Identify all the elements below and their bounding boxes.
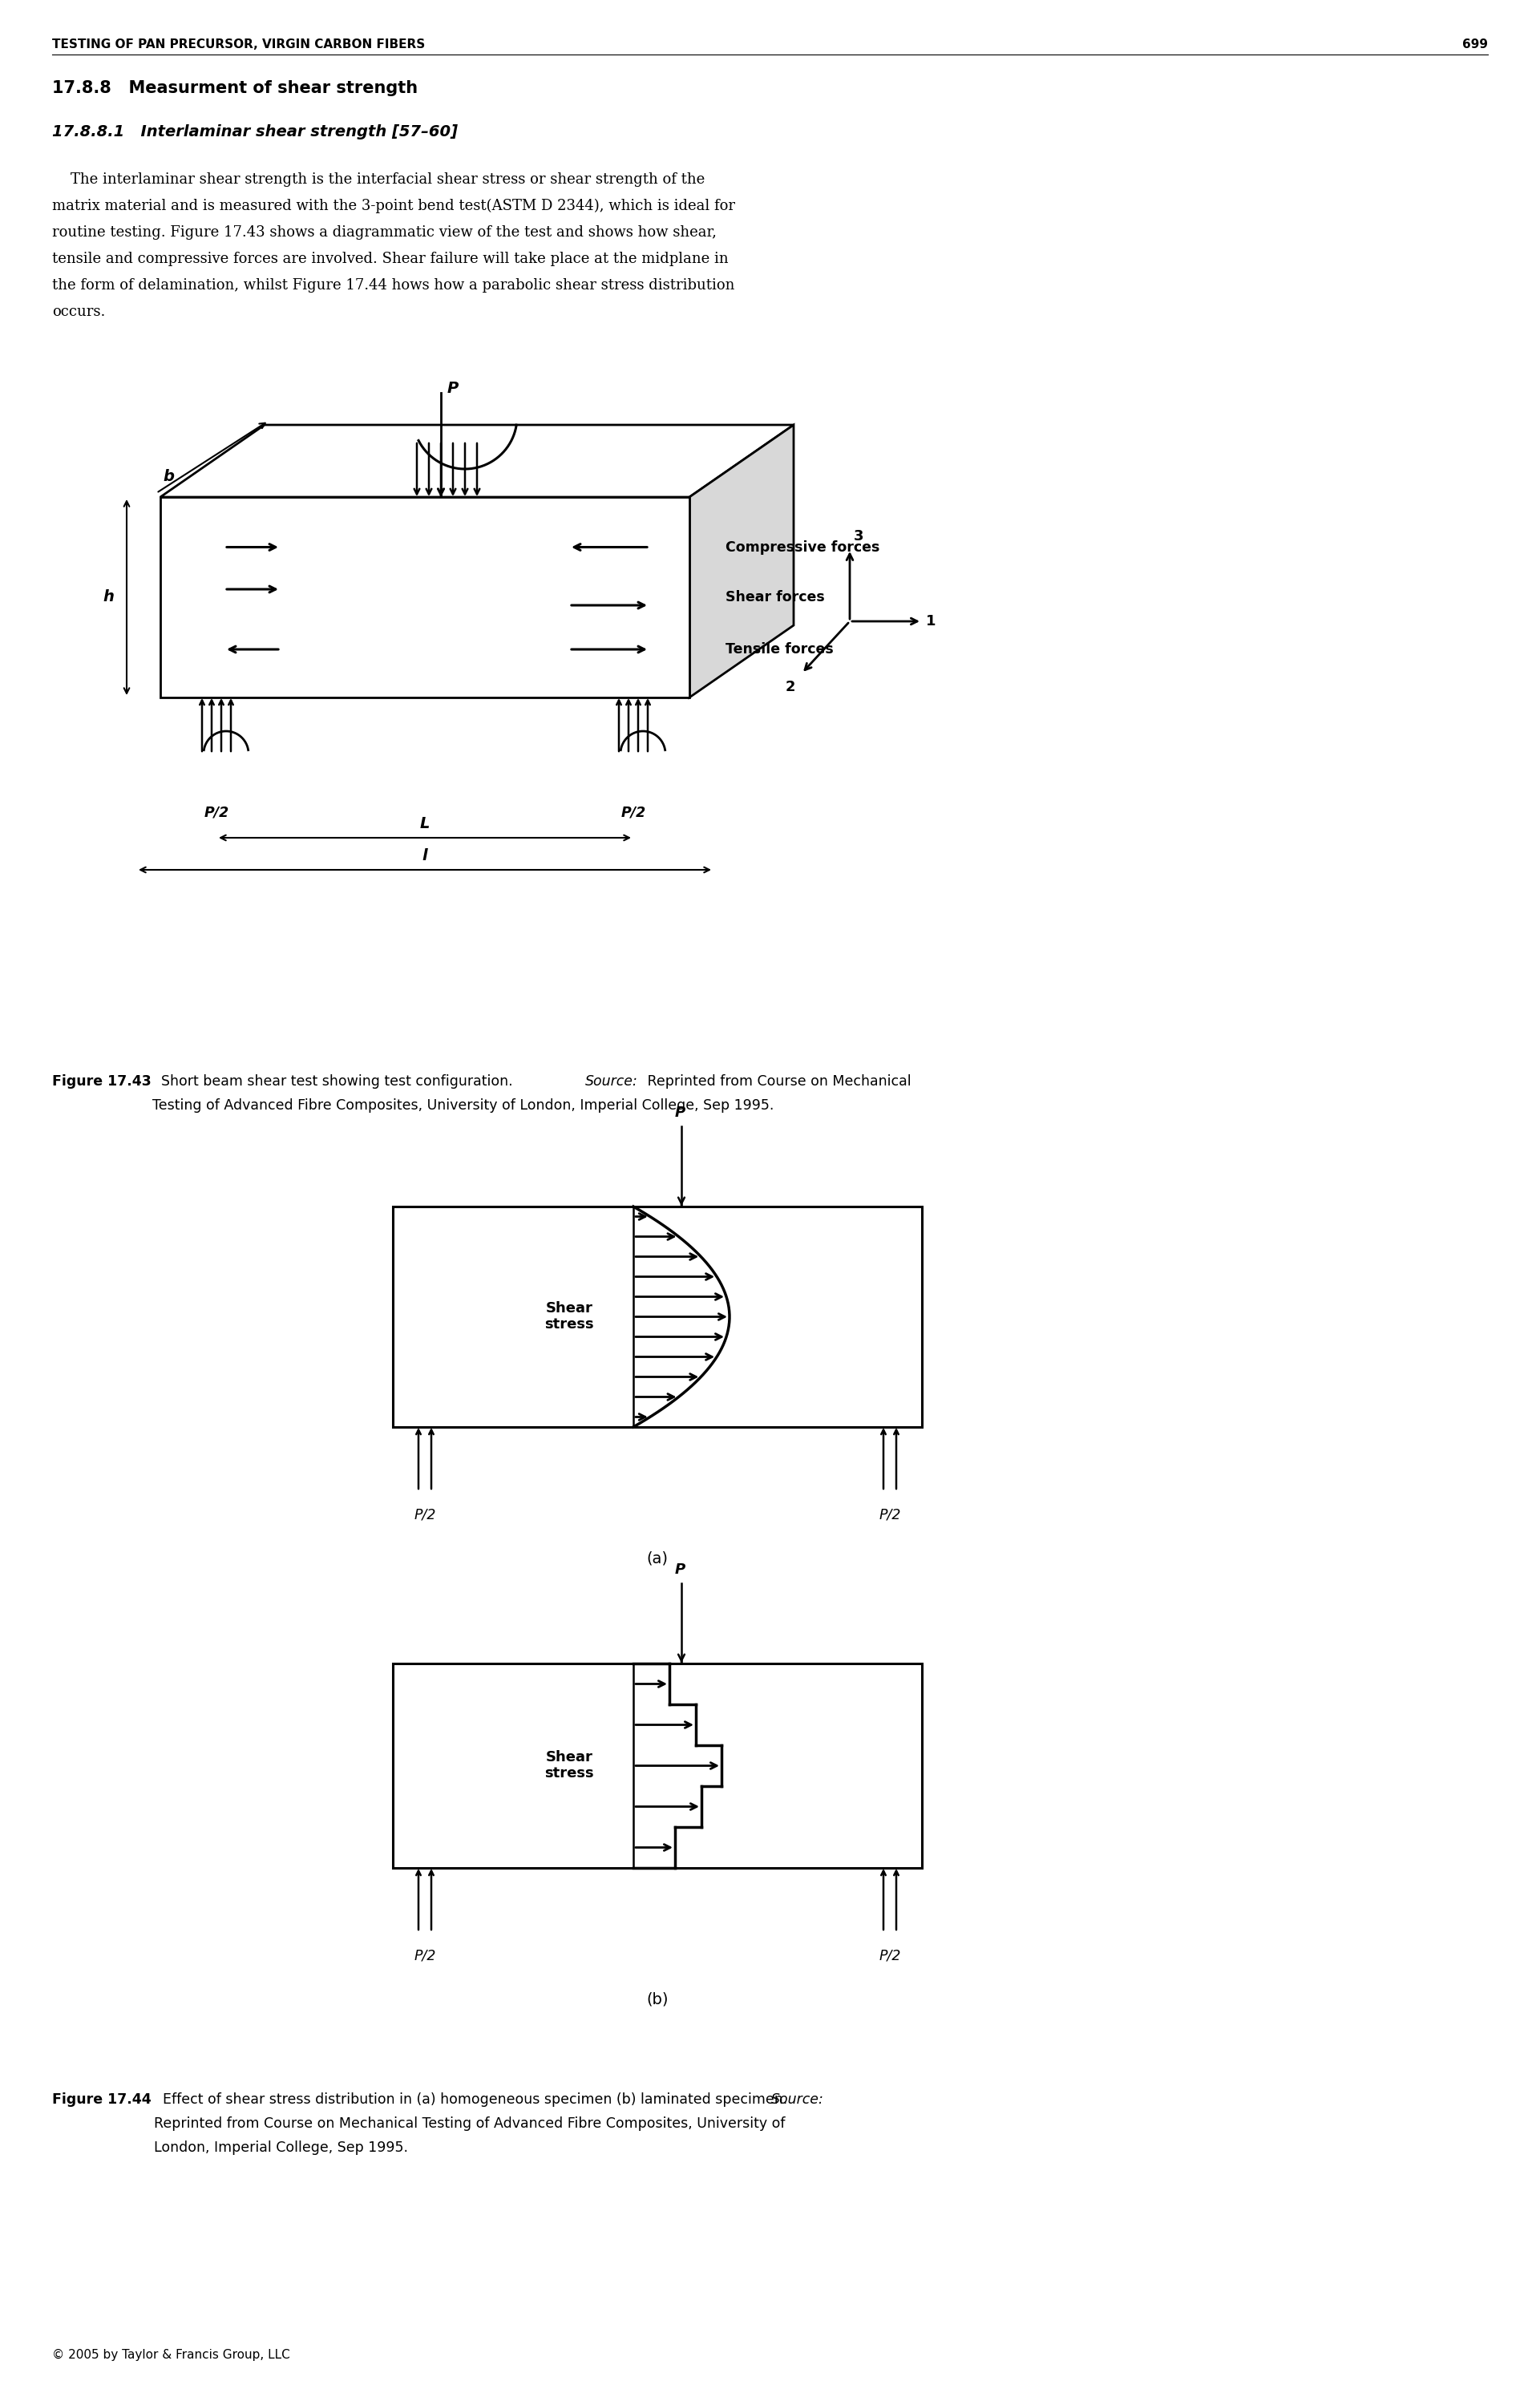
Text: Tensile forces: Tensile forces bbox=[725, 643, 833, 657]
Text: Testing of Advanced Fibre Composites, University of London, Imperial College, Se: Testing of Advanced Fibre Composites, Un… bbox=[152, 1098, 775, 1112]
Polygon shape bbox=[160, 424, 793, 498]
Text: tensile and compressive forces are involved. Shear failure will take place at th: tensile and compressive forces are invol… bbox=[52, 252, 728, 267]
Text: 17.8.8.1   Interlaminar shear strength [57–60]: 17.8.8.1 Interlaminar shear strength [57… bbox=[52, 124, 457, 140]
Text: P/2: P/2 bbox=[879, 1948, 901, 1962]
Text: TESTING OF PAN PRECURSOR, VIRGIN CARBON FIBERS: TESTING OF PAN PRECURSOR, VIRGIN CARBON … bbox=[52, 38, 425, 50]
Text: P/2: P/2 bbox=[203, 805, 229, 819]
Text: h: h bbox=[103, 590, 114, 605]
Text: P: P bbox=[447, 381, 459, 395]
Text: Figure 17.43: Figure 17.43 bbox=[52, 1074, 151, 1088]
Text: The interlaminar shear strength is the interfacial shear stress or shear strengt: The interlaminar shear strength is the i… bbox=[52, 171, 705, 186]
Text: occurs.: occurs. bbox=[52, 305, 105, 319]
Text: 17.8.8   Measurment of shear strength: 17.8.8 Measurment of shear strength bbox=[52, 81, 417, 95]
Text: P: P bbox=[675, 1105, 685, 1119]
Text: Source:: Source: bbox=[772, 2093, 824, 2107]
Text: P/2: P/2 bbox=[879, 1507, 901, 1521]
Text: (b): (b) bbox=[647, 1993, 668, 2007]
Text: the form of delamination, whilst Figure 17.44 hows how a parabolic shear stress : the form of delamination, whilst Figure … bbox=[52, 279, 735, 293]
Text: Shear
stress: Shear stress bbox=[545, 1300, 594, 1331]
Text: Source:: Source: bbox=[585, 1074, 638, 1088]
Text: P/2: P/2 bbox=[621, 805, 645, 819]
Text: Compressive forces: Compressive forces bbox=[725, 540, 879, 555]
Text: 699: 699 bbox=[1463, 38, 1488, 50]
Text: L: L bbox=[420, 817, 430, 831]
Text: 3: 3 bbox=[853, 529, 864, 543]
Text: Figure 17.44: Figure 17.44 bbox=[52, 2093, 151, 2107]
Text: P: P bbox=[675, 1562, 685, 1576]
Text: (a): (a) bbox=[647, 1552, 668, 1567]
Text: Shear
stress: Shear stress bbox=[545, 1750, 594, 1781]
Polygon shape bbox=[393, 1207, 922, 1426]
Text: 2: 2 bbox=[785, 681, 795, 695]
Polygon shape bbox=[160, 498, 690, 698]
Text: London, Imperial College, Sep 1995.: London, Imperial College, Sep 1995. bbox=[154, 2141, 408, 2155]
Text: Reprinted from Course on Mechanical Testing of Advanced Fibre Composites, Univer: Reprinted from Course on Mechanical Test… bbox=[154, 2117, 785, 2131]
Text: Shear forces: Shear forces bbox=[725, 590, 825, 605]
Text: © 2005 by Taylor & Francis Group, LLC: © 2005 by Taylor & Francis Group, LLC bbox=[52, 2350, 290, 2362]
Text: b: b bbox=[163, 469, 174, 483]
Polygon shape bbox=[690, 424, 793, 698]
Text: routine testing. Figure 17.43 shows a diagrammatic view of the test and shows ho: routine testing. Figure 17.43 shows a di… bbox=[52, 226, 716, 240]
Text: Effect of shear stress distribution in (a) homogeneous specimen (b) laminated sp: Effect of shear stress distribution in (… bbox=[154, 2093, 792, 2107]
Polygon shape bbox=[393, 1664, 922, 1869]
Text: 1: 1 bbox=[926, 614, 936, 629]
Text: P/2: P/2 bbox=[414, 1507, 436, 1521]
Text: Reprinted from Course on Mechanical: Reprinted from Course on Mechanical bbox=[642, 1074, 912, 1088]
Text: matrix material and is measured with the 3-point bend test(ASTM D 2344), which i: matrix material and is measured with the… bbox=[52, 200, 735, 214]
Text: P/2: P/2 bbox=[414, 1948, 436, 1962]
Text: l: l bbox=[422, 848, 428, 864]
Text: Short beam shear test showing test configuration.: Short beam shear test showing test confi… bbox=[152, 1074, 517, 1088]
